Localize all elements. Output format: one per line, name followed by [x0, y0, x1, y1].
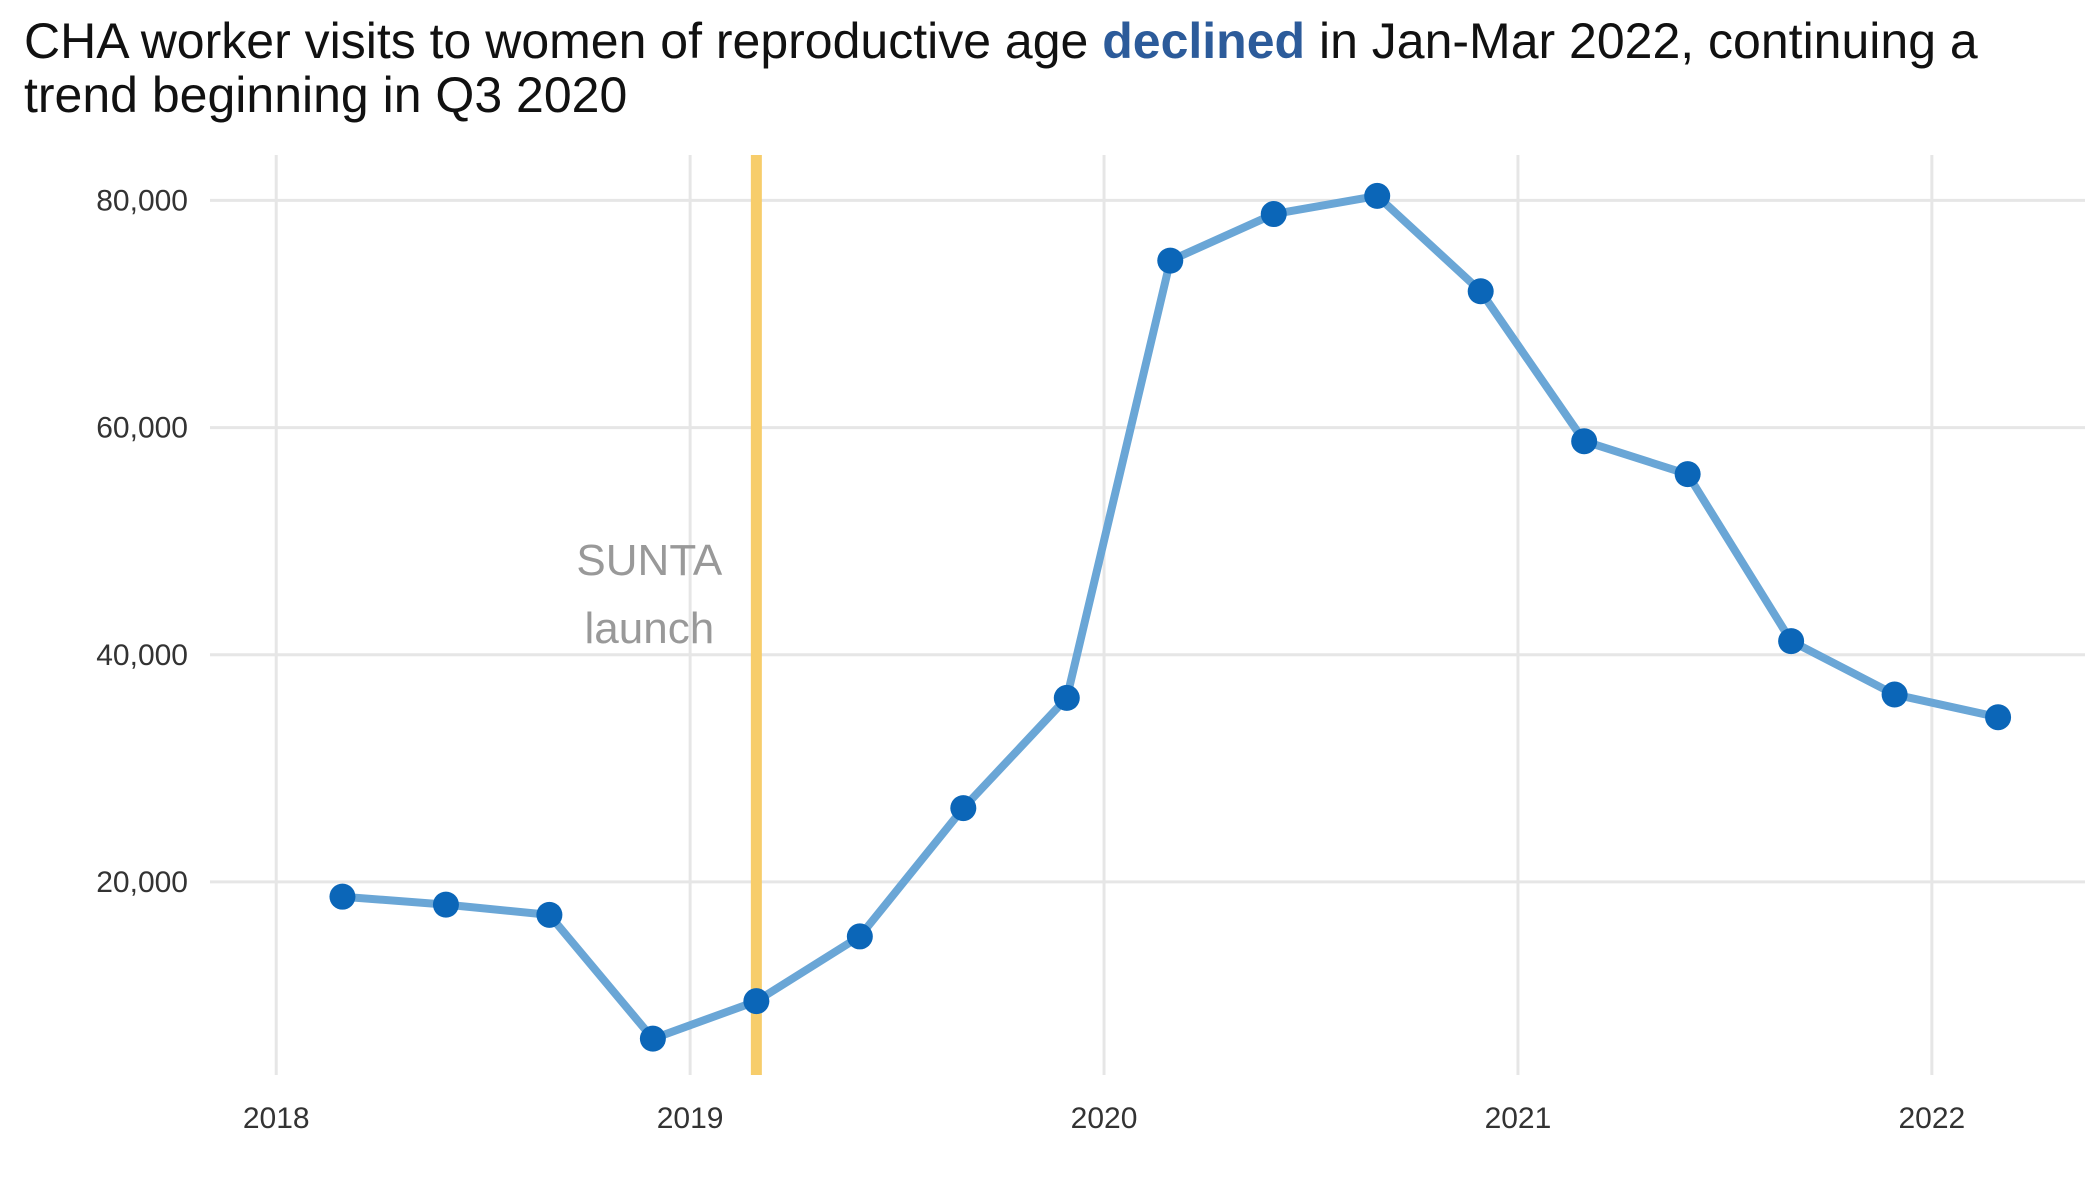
x-tick-label: 2020 [1071, 1102, 1138, 1135]
data-point [1260, 201, 1287, 228]
data-point [536, 901, 563, 928]
data-point [1778, 628, 1805, 655]
title-part-before: CHA worker visits to women of reproducti… [24, 13, 1103, 69]
data-point [1157, 247, 1184, 274]
data-point [639, 1025, 666, 1052]
annotation-label: SUNTA [576, 536, 723, 585]
x-tick-label: 2018 [243, 1102, 310, 1135]
annotation-layer: SUNTA launch [576, 155, 762, 1075]
data-point [1674, 461, 1701, 488]
grid-lines [210, 155, 2085, 1075]
y-tick-label: 20,000 [96, 866, 188, 899]
x-tick-label: 2021 [1485, 1102, 1552, 1135]
y-tick-label: 40,000 [96, 639, 188, 672]
data-point [1364, 182, 1391, 209]
axis-labels: 20,000 40,000 60,000 80,000 2018 2019 2020 2021… [96, 184, 1965, 1135]
data-point [1881, 681, 1908, 708]
data-point [1571, 428, 1598, 455]
y-tick-label: 60,000 [96, 412, 188, 445]
data-point [1467, 278, 1494, 305]
data-point [743, 988, 770, 1015]
y-tick-label: 80,000 [96, 184, 188, 217]
x-tick-label: 2019 [657, 1102, 724, 1135]
title-part-after: in Jan-Mar 2022, continuing a trend begi… [24, 13, 1978, 123]
title-highlight: declined [1102, 13, 1306, 69]
series-layer [329, 182, 2012, 1052]
x-tick-label: 2022 [1898, 1102, 1965, 1135]
data-point [950, 795, 977, 822]
chart-title: CHA worker visits to women of reproducti… [24, 14, 2064, 122]
data-point [1985, 704, 2012, 731]
annotation-label: launch [585, 604, 715, 653]
data-point [432, 891, 459, 918]
data-point [1053, 684, 1080, 711]
data-point [329, 883, 356, 910]
data-point [846, 923, 873, 950]
